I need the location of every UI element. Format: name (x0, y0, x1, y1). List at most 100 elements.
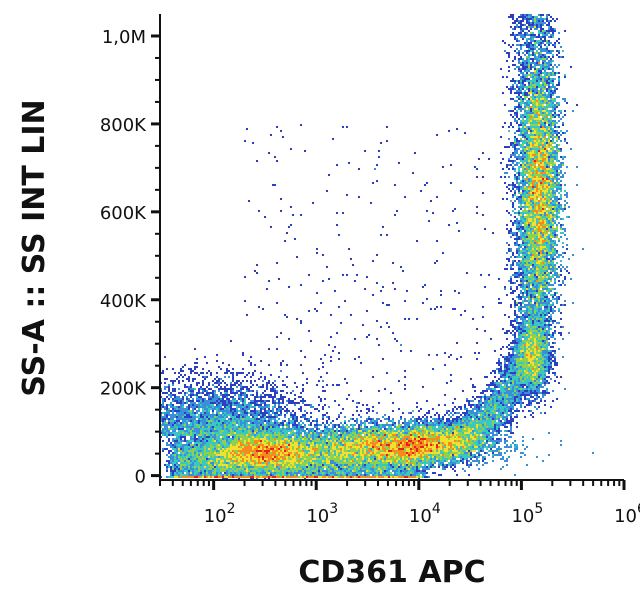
density-cell (550, 256, 552, 258)
density-cell (544, 92, 546, 94)
density-cell (534, 40, 536, 42)
density-cell (546, 64, 548, 66)
density-cell (518, 54, 520, 56)
density-cell (536, 76, 538, 78)
density-cell (538, 182, 540, 184)
density-cell (516, 18, 518, 20)
density-cell (208, 396, 210, 398)
density-cell (540, 106, 542, 108)
density-cell (544, 278, 546, 280)
density-cell (540, 196, 542, 198)
density-cell (528, 328, 530, 330)
density-cell (544, 304, 546, 306)
density-cell (534, 300, 536, 302)
density-cell (560, 264, 562, 266)
density-cell (550, 268, 552, 270)
density-cell (532, 78, 534, 80)
density-cell (520, 346, 522, 348)
density-cell (518, 214, 520, 216)
density-cell (544, 192, 546, 194)
density-cell (398, 162, 400, 164)
density-cell (536, 130, 538, 132)
density-cell (504, 122, 506, 124)
density-cell (192, 370, 194, 372)
density-cell (234, 384, 236, 386)
density-cell (530, 300, 532, 302)
density-cell (522, 186, 524, 188)
density-cell (520, 370, 522, 372)
density-cell (536, 256, 538, 258)
density-cell (532, 60, 534, 62)
density-cell (518, 262, 520, 264)
density-cell (532, 320, 534, 322)
density-cell (526, 128, 528, 130)
density-cell (526, 226, 528, 228)
density-cell (532, 328, 534, 330)
density-cell (532, 62, 534, 64)
density-cell (518, 102, 520, 104)
density-cell (202, 376, 204, 378)
density-cell (528, 268, 530, 270)
density-cell (520, 228, 522, 230)
density-cell (198, 400, 200, 402)
density-cell (528, 384, 530, 386)
density-cell (538, 268, 540, 270)
density-cell (524, 334, 526, 336)
density-cell (232, 378, 234, 380)
density-cell (524, 208, 526, 210)
density-cell (534, 362, 536, 364)
density-cell (532, 20, 534, 22)
density-cell (514, 344, 516, 346)
density-cell (318, 380, 320, 382)
density-cell (552, 186, 554, 188)
density-cell (394, 288, 396, 290)
density-cell (538, 326, 540, 328)
density-cell (542, 220, 544, 222)
density-cell (534, 298, 536, 300)
density-cell (564, 30, 566, 32)
density-cell (524, 102, 526, 104)
density-cell (534, 394, 536, 396)
density-cell (382, 358, 384, 360)
density-cell (560, 260, 562, 262)
density-cell (546, 90, 548, 92)
density-cell (522, 334, 524, 336)
density-cell (544, 234, 546, 236)
density-cell (564, 208, 566, 210)
density-cell (538, 194, 540, 196)
density-cell (556, 160, 558, 162)
density-cell (514, 244, 516, 246)
density-cell (534, 224, 536, 226)
density-cell (506, 86, 508, 88)
density-cell (546, 146, 548, 148)
density-cell (552, 336, 554, 338)
density-cell (560, 150, 562, 152)
density-cell (552, 142, 554, 144)
density-cell (550, 242, 552, 244)
density-cell (518, 124, 520, 126)
density-cell (508, 16, 510, 18)
density-cell (520, 134, 522, 136)
density-cell (534, 364, 536, 366)
density-cell (526, 252, 528, 254)
density-cell (504, 372, 506, 374)
density-cell (540, 378, 542, 380)
density-cell (520, 390, 522, 392)
density-cell (542, 144, 544, 146)
density-cell (526, 260, 528, 262)
density-cell (536, 78, 538, 80)
density-cell (530, 76, 532, 78)
density-cell (560, 110, 562, 112)
density-cell (530, 86, 532, 88)
density-cell (522, 200, 524, 202)
density-cell (554, 86, 556, 88)
density-cell (524, 242, 526, 244)
density-cell (432, 368, 434, 370)
density-cell (576, 166, 578, 168)
density-cell (524, 172, 526, 174)
density-cell (490, 388, 492, 390)
density-cell (546, 354, 548, 356)
density-cell (538, 32, 540, 34)
density-cell (522, 256, 524, 258)
density-cell (198, 388, 200, 390)
